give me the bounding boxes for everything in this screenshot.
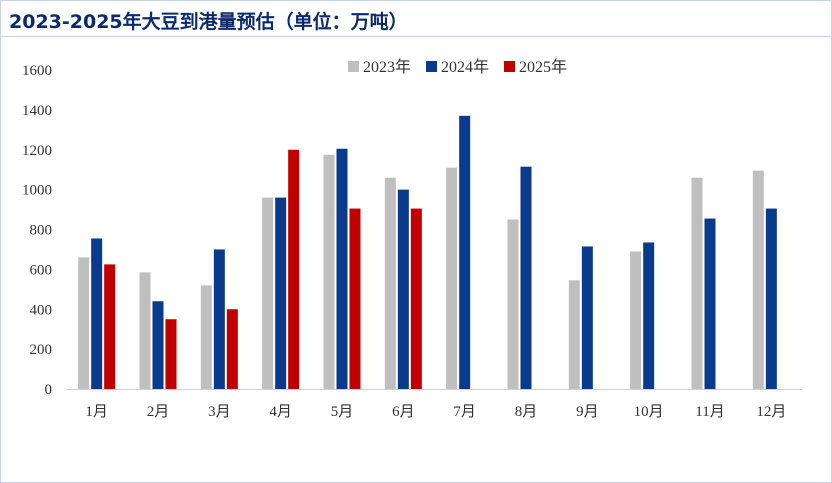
legend-swatch bbox=[426, 61, 437, 72]
bar-2023年-9月 bbox=[568, 280, 580, 389]
y-tick-label: 200 bbox=[30, 342, 53, 358]
bar-2024年-9月 bbox=[581, 246, 593, 389]
x-tick-label: 2月 bbox=[147, 404, 170, 420]
y-axis: 0 200 400 600 800 1000 1200 1400 1600 bbox=[22, 63, 52, 398]
bar-2023年-8月 bbox=[507, 219, 519, 389]
bar-2024年-7月 bbox=[459, 115, 471, 389]
bar-2023年-4月 bbox=[262, 197, 274, 389]
x-tick-label: 9月 bbox=[576, 404, 599, 420]
x-tick-label: 11月 bbox=[695, 404, 724, 420]
legend-label: 2025年 bbox=[519, 58, 567, 76]
bar-2025年-1月 bbox=[104, 264, 116, 389]
bar-2024年-8月 bbox=[520, 166, 532, 389]
chart-title: 2023-2025年大豆到港量预估（单位：万吨） bbox=[9, 11, 408, 33]
bar-2025年-6月 bbox=[410, 208, 422, 389]
legend: 2023年 2024年 2025年 bbox=[348, 58, 567, 76]
legend-label: 2023年 bbox=[363, 58, 411, 76]
bar-2024年-12月 bbox=[765, 208, 777, 389]
bar-2024年-3月 bbox=[213, 249, 225, 389]
bar-2023年-12月 bbox=[752, 170, 764, 389]
legend-swatch bbox=[348, 61, 359, 72]
y-tick-label: 0 bbox=[45, 382, 53, 398]
x-tick-label: 10月 bbox=[634, 404, 664, 420]
bar-2023年-1月 bbox=[78, 257, 90, 389]
y-tick-label: 1600 bbox=[22, 63, 52, 79]
y-tick-label: 1200 bbox=[22, 143, 52, 159]
bar-2023年-2月 bbox=[139, 272, 151, 389]
x-axis: 1月 2月 3月 4月 5月 6月 7月 8月 9月 10月 11月 12月 bbox=[85, 404, 786, 420]
bar-2024年-1月 bbox=[91, 238, 103, 389]
title-divider bbox=[1, 36, 831, 37]
y-tick-label: 600 bbox=[30, 262, 53, 278]
y-tick-label: 800 bbox=[30, 223, 53, 239]
x-tick-label: 4月 bbox=[269, 404, 292, 420]
bar-2023年-3月 bbox=[200, 285, 212, 389]
x-tick-label: 1月 bbox=[85, 404, 108, 420]
bar-2023年-10月 bbox=[630, 251, 642, 389]
y-tick-label: 1400 bbox=[22, 103, 52, 119]
bar-2023年-7月 bbox=[446, 167, 458, 389]
legend-label: 2024年 bbox=[441, 58, 489, 76]
bars bbox=[78, 115, 777, 389]
bar-2025年-5月 bbox=[349, 208, 361, 389]
x-tick-label: 7月 bbox=[453, 404, 476, 420]
x-tick-label: 6月 bbox=[392, 404, 415, 420]
bar-2025年-4月 bbox=[288, 149, 300, 389]
bar-2024年-11月 bbox=[704, 218, 716, 389]
bar-2023年-11月 bbox=[691, 177, 703, 389]
x-tick-label: 12月 bbox=[756, 404, 786, 420]
y-tick-label: 1000 bbox=[22, 183, 52, 199]
bar-2025年-2月 bbox=[165, 319, 177, 389]
bar-2024年-2月 bbox=[152, 301, 164, 389]
bar-2024年-4月 bbox=[275, 197, 287, 389]
bar-2023年-5月 bbox=[323, 154, 335, 389]
bar-2023年-6月 bbox=[384, 177, 396, 389]
x-tick-label: 3月 bbox=[208, 404, 231, 420]
bar-2025年-3月 bbox=[226, 309, 238, 389]
legend-swatch bbox=[504, 61, 515, 72]
y-tick-label: 400 bbox=[30, 302, 53, 318]
x-tick-label: 8月 bbox=[515, 404, 538, 420]
bar-2024年-6月 bbox=[397, 189, 409, 389]
bar-2024年-5月 bbox=[336, 148, 348, 389]
bar-2024年-10月 bbox=[643, 242, 655, 389]
x-tick-label: 5月 bbox=[331, 404, 354, 420]
